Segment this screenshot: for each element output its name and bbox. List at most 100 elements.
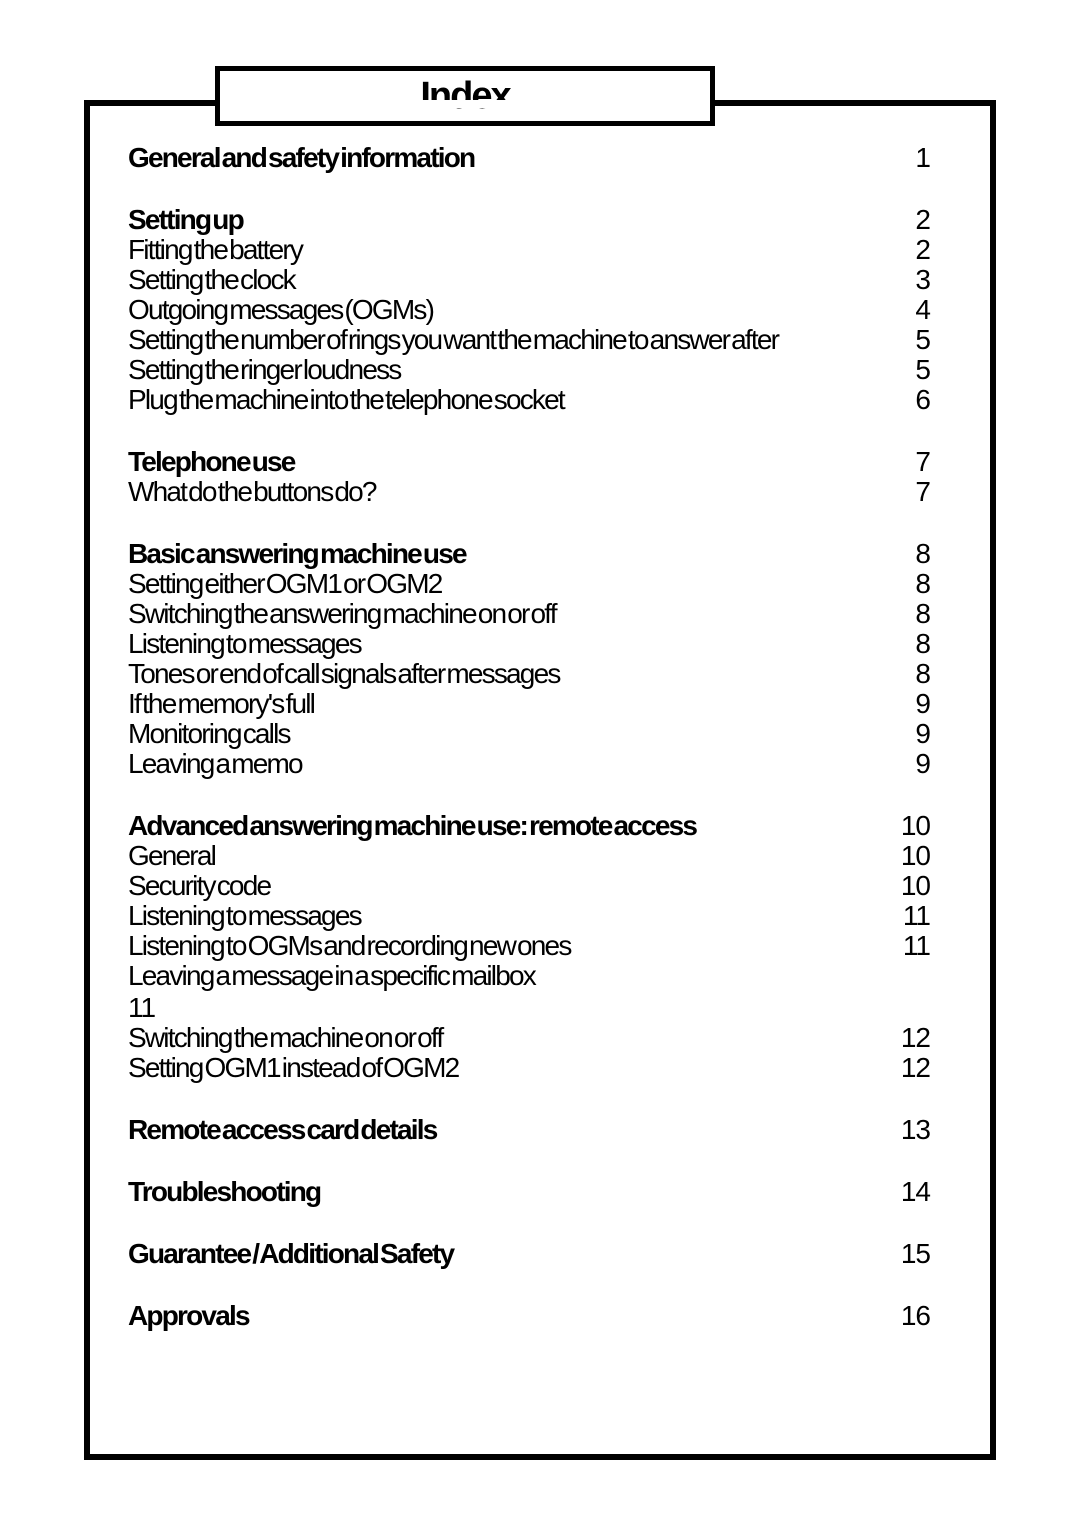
index-page-number: 10 <box>890 812 930 840</box>
index-page-number: 9 <box>890 720 930 748</box>
index-page-number: 13 <box>890 1116 930 1144</box>
index-row: General and safety information 1 <box>128 144 930 172</box>
index-page-number: 6 <box>890 386 930 414</box>
index-label: Security code <box>128 872 270 900</box>
index-row: Plug the machine into the telephone sock… <box>128 386 930 414</box>
index-label: Plug the machine into the telephone sock… <box>128 386 564 414</box>
index-page-number: 8 <box>890 570 930 598</box>
index-row: Telephone use 7 <box>128 448 930 476</box>
index-label: Setting up <box>128 206 243 234</box>
index-label: Basic answering machine use <box>128 540 466 568</box>
index-page-number: 14 <box>890 1178 930 1206</box>
index-label: Listening to messages <box>128 630 361 658</box>
index-page-number: 12 <box>890 1024 930 1052</box>
index-page-number: 2 <box>890 236 930 264</box>
index-page-number: 8 <box>890 540 930 568</box>
index-label: Switching the answering machine on or of… <box>128 600 556 628</box>
index-label: General <box>128 842 215 870</box>
index-label: General and safety information <box>128 144 474 172</box>
index-label: Troubleshooting <box>128 1178 320 1206</box>
index-label: Listening to messages <box>128 902 361 930</box>
index-label: Remote access card details <box>128 1116 437 1144</box>
index-label: Fitting the battery <box>128 236 302 264</box>
index-label: Leaving a memo <box>128 750 302 778</box>
index-section: General and safety information 1 <box>128 144 930 172</box>
index-row: Listening to OGMs and recording new ones… <box>128 932 930 960</box>
index-row: Listening to messages 11 <box>128 902 930 930</box>
index-section: Troubleshooting 14 <box>128 1178 930 1206</box>
index-row: Setting the number of rings you want the… <box>128 326 930 354</box>
index-label: Setting the ringer loudness <box>128 356 401 384</box>
index-label: Outgoing messages (OGMs) <box>128 296 433 324</box>
index-row: Remote access card details 13 <box>128 1116 930 1144</box>
index-label: Setting either OGM1 or OGM2 <box>128 570 442 598</box>
index-label: Monitoring calls <box>128 720 290 748</box>
index-label: What do the buttons do? <box>128 478 376 506</box>
index-orphan-page: 11 <box>128 992 930 1024</box>
index-row: Setting either OGM1 or OGM2 8 <box>128 570 930 598</box>
index-section: Setting up2Fitting the battery2Setting t… <box>128 206 930 414</box>
index-row: General 10 <box>128 842 930 870</box>
index-page-number: 12 <box>890 1054 930 1082</box>
index-row: Advanced answering machine use: remote a… <box>128 812 930 840</box>
page-title: Index <box>420 75 509 118</box>
index-page-number: 3 <box>890 266 930 294</box>
index-label: Telephone use <box>128 448 295 476</box>
index-row: If the memory's full 9 <box>128 690 930 718</box>
index-row: Outgoing messages (OGMs) 4 <box>128 296 930 324</box>
index-label: Switching the machine on or off <box>128 1024 442 1052</box>
index-label: If the memory's full <box>128 690 314 718</box>
index-row: Leaving a memo 9 <box>128 750 930 778</box>
index-row: Setting the ringer loudness 5 <box>128 356 930 384</box>
index-section: Guarantee / Additional Safety 15 <box>128 1240 930 1268</box>
index-row: Tones or end of call signals after messa… <box>128 660 930 688</box>
index-page-number: 8 <box>890 660 930 688</box>
index-page-number: 5 <box>890 356 930 384</box>
index-row: Monitoring calls 9 <box>128 720 930 748</box>
tab-mask <box>220 100 710 108</box>
index-label: Setting the clock <box>128 266 295 294</box>
index-page-number: 4 <box>890 296 930 324</box>
index-page-number: 5 <box>890 326 930 354</box>
page-frame: General and safety information 1 Setting u… <box>84 100 996 1460</box>
index-row: Setting up 2 <box>128 206 930 234</box>
index-label: Approvals <box>128 1302 249 1330</box>
index-page-number: 11 <box>890 902 930 930</box>
index-row: Guarantee / Additional Safety 15 <box>128 1240 930 1268</box>
index-row: Approvals 16 <box>128 1302 930 1330</box>
index-row: Switching the machine on or off 12 <box>128 1024 930 1052</box>
index-row: What do the buttons do? 7 <box>128 478 930 506</box>
index-section: Advanced answering machine use: remote a… <box>128 812 930 1082</box>
index-row: Setting the clock 3 <box>128 266 930 294</box>
index-row: Listening to messages 8 <box>128 630 930 658</box>
index-page-number: 8 <box>890 630 930 658</box>
index-row: Switching the answering machine on or of… <box>128 600 930 628</box>
index-page-number: 2 <box>890 206 930 234</box>
index-label: Listening to OGMs and recording new ones <box>128 932 571 960</box>
index-row: Leaving a message in a specific mailbox <box>128 962 930 990</box>
index-label: Advanced answering machine use: remote a… <box>128 812 696 840</box>
index-page-number: 10 <box>890 872 930 900</box>
index-label: Setting the number of rings you want the… <box>128 326 778 354</box>
index-row: Security code 10 <box>128 872 930 900</box>
index-page-number: 7 <box>890 478 930 506</box>
index-row: Basic answering machine use 8 <box>128 540 930 568</box>
index-row: Fitting the battery 2 <box>128 236 930 264</box>
index-section: Approvals 16 <box>128 1302 930 1330</box>
index-section: Basic answering machine use8Setting eith… <box>128 540 930 778</box>
index-page-number: 15 <box>890 1240 930 1268</box>
index-page-number: 7 <box>890 448 930 476</box>
index-row: Troubleshooting 14 <box>128 1178 930 1206</box>
index-label: Leaving a message in a specific mailbox <box>128 962 535 990</box>
index-page-number: 1 <box>890 144 930 172</box>
index-page-number: 11 <box>890 932 930 960</box>
index-page-number: 9 <box>890 750 930 778</box>
index-row: Setting OGM1 instead of OGM212 <box>128 1054 930 1082</box>
index-section: Remote access card details 13 <box>128 1116 930 1144</box>
index-page-number: 16 <box>890 1302 930 1330</box>
index-label: Guarantee / Additional Safety <box>128 1240 453 1268</box>
index-page-number: 10 <box>890 842 930 870</box>
index-page-number: 9 <box>890 690 930 718</box>
index-section: Telephone use 7 What do the buttons do? 7 <box>128 448 930 506</box>
index-content: General and safety information 1 Setting u… <box>128 144 930 1424</box>
